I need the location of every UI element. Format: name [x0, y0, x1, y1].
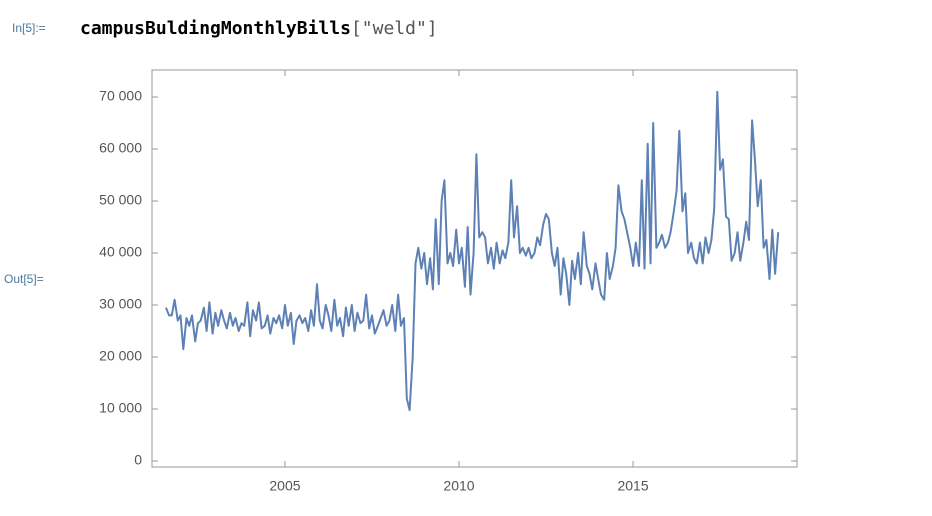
y-tick-label: 10 000	[99, 400, 142, 416]
y-tick-label: 0	[134, 452, 142, 468]
x-tick-label: 2005	[269, 478, 300, 494]
plot-frame	[151, 69, 798, 468]
code-args: ["weld"]	[351, 18, 438, 39]
x-tick-label: 2010	[443, 478, 474, 494]
y-tick-label: 20 000	[99, 348, 142, 364]
y-tick-label: 70 000	[99, 88, 142, 104]
input-label: In[5]:=	[12, 21, 46, 35]
output-label: Out[5]=	[4, 272, 44, 286]
code-function: campusBuldingMonthlyBills	[80, 18, 351, 39]
y-tick-label: 30 000	[99, 296, 142, 312]
data-line	[164, 90, 780, 412]
input-code: campusBuldingMonthlyBills["weld"]	[80, 18, 438, 39]
x-tick-label: 2015	[617, 478, 648, 494]
y-tick-label: 60 000	[99, 140, 142, 156]
y-tick-label: 40 000	[99, 244, 142, 260]
y-tick-label: 50 000	[99, 192, 142, 208]
